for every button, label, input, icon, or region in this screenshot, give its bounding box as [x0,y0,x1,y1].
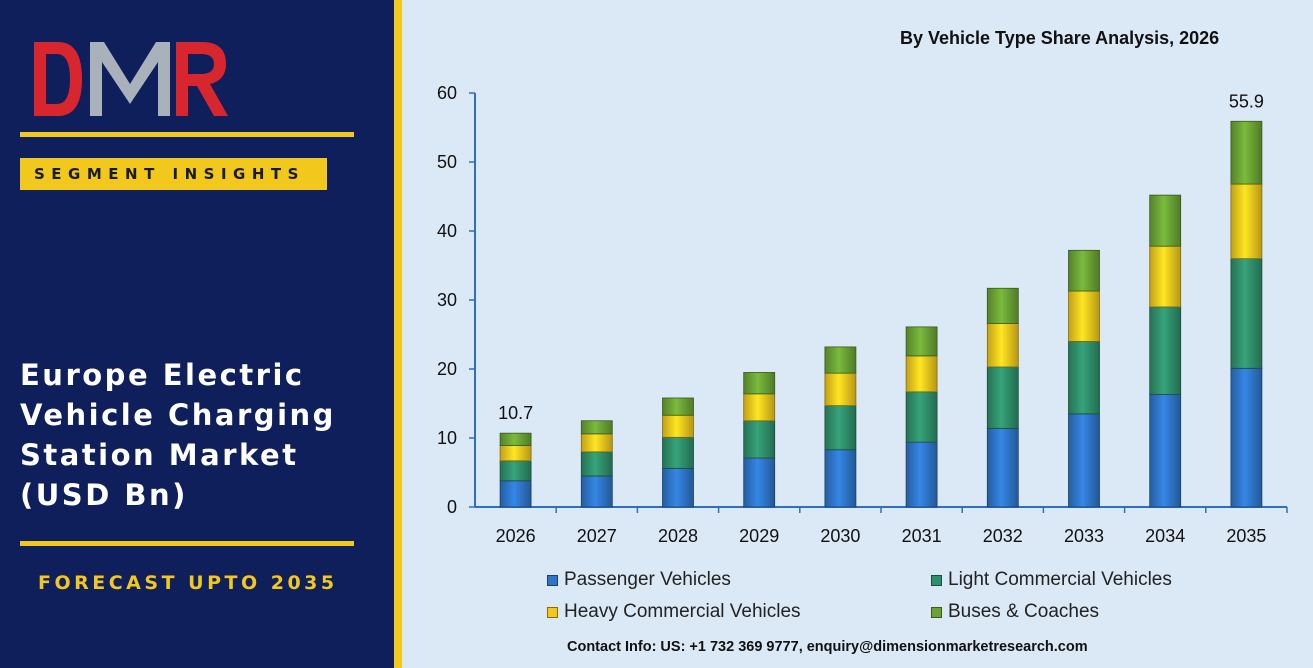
x-tick-label: 2029 [739,526,779,546]
y-tick-label: 20 [437,359,457,379]
y-axis: 0 10 20 30 40 50 60 [437,83,476,517]
bar-segment-light-commercial-vehicles-2031 [905,391,938,443]
bar-segment-light-commercial-vehicles-2034 [1149,306,1182,395]
bar-segment-light-commercial-vehicles-2032 [986,366,1019,429]
bar-segment-heavy-commercial-vehicles-2031 [905,355,938,393]
y-tick-label: 10 [437,428,457,448]
legend-item-buses-coaches: Buses & Coaches [931,601,1099,623]
bar-segment-passenger-vehicles-2027 [580,475,613,508]
bar-stack-2030 [824,346,857,508]
x-tick-label: 2034 [1145,526,1185,546]
bar-segment-heavy-commercial-vehicles-2028 [662,414,694,438]
legend-label: Heavy Commercial Vehicles [564,601,801,622]
gold-divider [394,0,402,668]
y-tick-label: 50 [437,152,457,172]
bar-segment-buses-coaches-2035 [1230,120,1263,185]
x-tick-label: 2028 [658,526,698,546]
data-label-2035: 55.9 [1229,91,1264,111]
bar-segment-heavy-commercial-vehicles-2033 [1068,290,1100,342]
chart-title: By Vehicle Type Share Analysis, 2026 [900,28,1220,48]
legend-swatch [931,606,942,618]
bar-segment-light-commercial-vehicles-2035 [1230,258,1263,369]
bar-stack-2027 [580,420,613,508]
legend-label: Passenger Vehicles [564,569,731,590]
bar-stack-2035 [1230,120,1263,508]
bar-stack-2031 [905,326,938,508]
data-label-2026: 10.7 [498,403,533,423]
legend-swatch [931,574,942,586]
x-tick-label: 2027 [577,526,617,546]
bar-segment-buses-coaches-2031 [905,326,938,357]
bar-segment-buses-coaches-2026 [499,432,532,446]
bar-segment-light-commercial-vehicles-2030 [824,405,857,451]
bar-stack-2026 [499,432,532,508]
bar-segment-light-commercial-vehicles-2027 [580,451,613,477]
bar-segment-light-commercial-vehicles-2026 [499,460,532,482]
legend: Passenger Vehicles Light Commercial Vehic… [0,566,1313,626]
y-tick-label: 40 [437,221,457,241]
legend-item-heavy-commercial-vehicles: Heavy Commercial Vehicles [547,601,801,623]
contact-info: Contact Info: US: +1 732 369 9777, enqui… [567,639,1088,655]
bar-segment-passenger-vehicles-2026 [499,480,532,508]
y-tick-label: 0 [447,497,457,517]
legend-label: Light Commercial Vehicles [948,569,1172,590]
bar-stack-2034 [1149,194,1182,508]
x-tick-label: 2033 [1064,526,1104,546]
legend-swatch [547,574,558,586]
bar-stack-2028 [662,397,694,508]
segment-badge: SEGMENT INSIGHTS [20,158,327,190]
legend-item-light-commercial-vehicles: Light Commercial Vehicles [931,569,1172,591]
forecast-label: FORECAST UPTO 2035 [38,572,338,594]
bar-segment-buses-coaches-2034 [1149,194,1182,247]
bar-segment-heavy-commercial-vehicles-2030 [824,372,857,406]
bar-stack-2029 [743,372,776,508]
bar-segment-passenger-vehicles-2033 [1068,413,1100,508]
x-axis: 2026 2027 2028 2029 2030 2031 2032 2033 2034 2035 [475,506,1288,546]
y-tick-label: 60 [437,83,457,103]
x-tick-label: 2026 [496,526,536,546]
x-tick-label: 2032 [983,526,1023,546]
bars [499,120,1263,508]
market-title: Europe Electric Vehicle Charging Station… [20,358,336,512]
bar-segment-light-commercial-vehicles-2029 [743,420,776,459]
bar-segment-heavy-commercial-vehicles-2034 [1149,245,1182,308]
bar-segment-buses-coaches-2033 [1068,249,1100,292]
bar-segment-heavy-commercial-vehicles-2029 [743,393,776,422]
x-tick-label: 2031 [902,526,942,546]
bar-segment-passenger-vehicles-2031 [905,441,938,508]
bar-segment-passenger-vehicles-2035 [1230,367,1263,508]
bar-segment-heavy-commercial-vehicles-2035 [1230,183,1263,259]
legend-label: Buses & Coaches [948,601,1100,622]
dmr-logo [34,42,228,116]
x-tick-label: 2035 [1226,526,1266,546]
top-divider [20,132,354,137]
bar-segment-buses-coaches-2028 [662,397,694,416]
bar-segment-buses-coaches-2029 [743,372,776,395]
bar-segment-passenger-vehicles-2028 [662,467,694,508]
bar-segment-passenger-vehicles-2030 [824,449,857,508]
bar-segment-buses-coaches-2030 [824,346,857,374]
bar-segment-light-commercial-vehicles-2028 [662,436,694,469]
bar-stack-2033 [1068,249,1100,508]
bar-segment-passenger-vehicles-2029 [743,457,776,508]
bar-segment-heavy-commercial-vehicles-2027 [580,433,613,453]
bar-segment-passenger-vehicles-2034 [1149,394,1182,508]
bar-segment-passenger-vehicles-2032 [986,427,1019,508]
data-labels: 10.7 55.9 [498,91,1264,423]
legend-swatch [547,606,558,618]
bar-segment-buses-coaches-2027 [580,420,613,435]
bar-segment-buses-coaches-2032 [986,287,1019,324]
bar-segment-heavy-commercial-vehicles-2026 [499,445,532,462]
bottom-divider [20,541,354,546]
legend-item-passenger-vehicles: Passenger Vehicles [547,569,731,591]
bar-segment-light-commercial-vehicles-2033 [1068,340,1100,415]
left-panel: SEGMENT INSIGHTS Europe Electric Vehicle… [0,0,394,668]
bar-segment-heavy-commercial-vehicles-2032 [986,323,1019,368]
y-tick-label: 30 [437,290,457,310]
bar-stack-2032 [986,287,1019,508]
x-tick-label: 2030 [820,526,860,546]
